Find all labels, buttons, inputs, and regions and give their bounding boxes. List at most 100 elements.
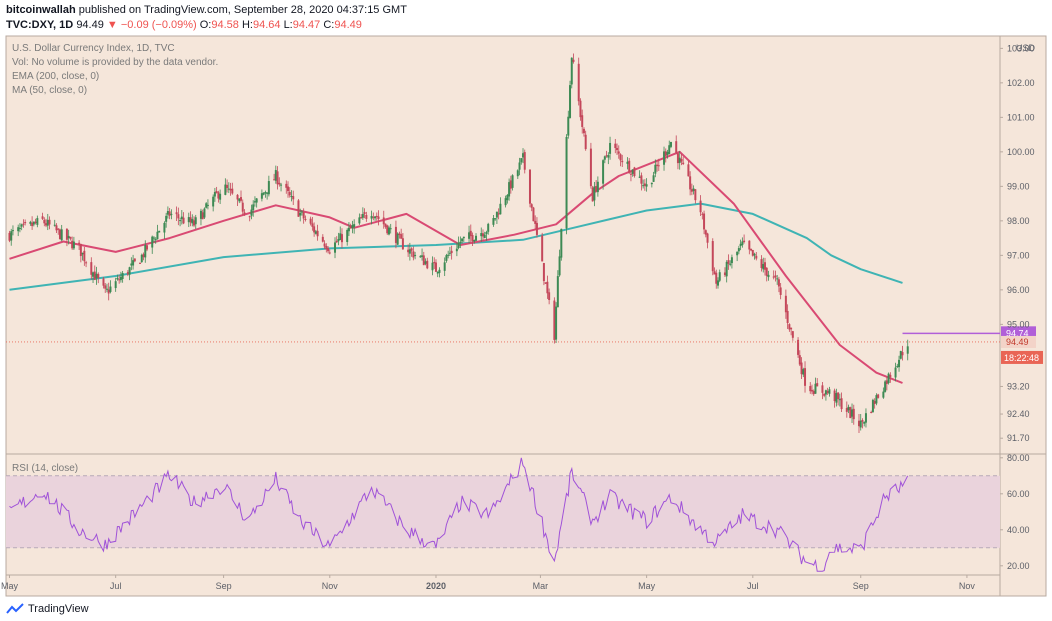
candle-body — [443, 262, 446, 271]
candle-body — [389, 228, 392, 230]
candle-body — [828, 389, 831, 394]
candle-body — [629, 173, 632, 175]
currency-label: USD — [1016, 43, 1036, 53]
candle-body — [508, 182, 511, 197]
candle-body — [786, 310, 789, 323]
series-title: U.S. Dollar Currency Index, 1D, TVC — [12, 43, 175, 54]
candle-body — [706, 233, 709, 243]
candle-body — [569, 85, 572, 118]
candle-body — [241, 202, 244, 212]
rsi-legend[interactable]: RSI (14, close) — [12, 463, 78, 474]
candle-body — [833, 390, 836, 401]
candle-body — [401, 238, 404, 250]
candle-body — [433, 261, 436, 264]
high-value: 94.64 — [252, 19, 281, 31]
candle-body — [24, 222, 27, 224]
candle-body — [410, 248, 413, 251]
candle-body — [663, 151, 666, 165]
candle-body — [755, 255, 758, 259]
candle-body — [351, 225, 354, 229]
candle-body — [885, 380, 888, 384]
countdown-tag — [1001, 350, 1043, 364]
ma-legend[interactable]: MA (50, close, 0) — [12, 85, 87, 96]
time-tick-label: Jul — [110, 581, 122, 591]
candle-body — [116, 277, 119, 280]
candle-body — [302, 212, 305, 219]
candle-body — [516, 170, 519, 177]
candle-body — [790, 327, 793, 330]
candle-body — [69, 236, 72, 239]
rsi-axis[interactable]: 20.00 40.00 60.00 80.00 — [1000, 453, 1030, 571]
rsi-band-layer — [6, 475, 1000, 549]
candle-body — [616, 147, 619, 151]
candle-body — [144, 244, 147, 258]
candle-body — [79, 243, 82, 257]
ema-legend[interactable]: EMA (200, close, 0) — [12, 71, 99, 82]
candle-body — [593, 186, 596, 201]
candle-body — [215, 191, 218, 193]
candle-body — [617, 151, 620, 154]
volume-note: Vol: No volume is provided by the data v… — [12, 57, 218, 68]
footer-brand[interactable]: TradingView — [6, 601, 89, 617]
candle-body — [400, 234, 403, 239]
candle-body — [165, 215, 168, 222]
candle-body — [607, 155, 610, 158]
candle-body — [485, 232, 488, 234]
candle-body — [422, 255, 425, 266]
candle-body — [690, 189, 693, 192]
candle-body — [72, 241, 75, 249]
candle-body — [520, 158, 523, 163]
author-name[interactable]: bitcoinwallah — [6, 4, 76, 16]
symbol-label[interactable]: TVC:DXY, 1D — [6, 19, 74, 31]
candle-body — [812, 391, 815, 395]
candle-body — [704, 230, 707, 235]
candle-body — [633, 167, 636, 177]
candle-body — [313, 226, 316, 233]
candle-body — [189, 217, 192, 223]
candle-body — [90, 262, 93, 275]
candle-body — [133, 258, 136, 262]
price-axis[interactable]: 91.70 92.40 93.20 95.00 96.00 97.00 98.00 99.00… — [1000, 43, 1035, 443]
rsi-band — [6, 475, 1000, 548]
candle-body — [730, 257, 733, 264]
candle-body — [421, 255, 424, 257]
footer-brand-label: TradingView — [28, 603, 89, 615]
candle-body — [264, 191, 267, 194]
candle-body — [58, 229, 61, 240]
time-axis[interactable]: May Jul Sep Nov 2020 Mar May Jul Sep Nov — [1, 575, 975, 591]
candle-body — [179, 220, 182, 222]
candle-body — [102, 278, 105, 286]
candle-body — [288, 192, 291, 196]
candle-body — [628, 160, 631, 173]
candle-body — [603, 156, 606, 160]
candle-body — [461, 238, 464, 242]
candle-body — [748, 240, 751, 250]
candle-body — [877, 394, 880, 398]
candle-body — [762, 263, 765, 270]
price-tick-label: 92.40 — [1007, 409, 1030, 419]
candle-body — [419, 256, 422, 258]
candle-body — [621, 160, 624, 163]
candle-body — [158, 230, 161, 233]
published-text: published on TradingView.com, September … — [78, 4, 407, 16]
candle-body — [297, 200, 300, 217]
price-tick-label: 96.00 — [1007, 285, 1030, 295]
candle-body — [471, 235, 474, 242]
candle-body — [609, 142, 612, 154]
candle-body — [152, 237, 155, 239]
candle-body — [274, 170, 277, 181]
candle-body — [650, 182, 653, 185]
candle-body — [212, 196, 215, 207]
time-tick-label: Nov — [322, 581, 339, 591]
candle-body — [140, 254, 143, 263]
candle-body — [156, 231, 159, 240]
candle-body — [692, 188, 695, 192]
rsi-tick-label: 80.00 — [1007, 453, 1030, 463]
close-label: C: — [323, 19, 335, 31]
price-tick-label: 100.00 — [1007, 147, 1035, 157]
candle-body — [584, 134, 587, 150]
candle-body — [424, 261, 427, 264]
candle-body — [753, 253, 756, 256]
candle-body — [328, 252, 331, 254]
